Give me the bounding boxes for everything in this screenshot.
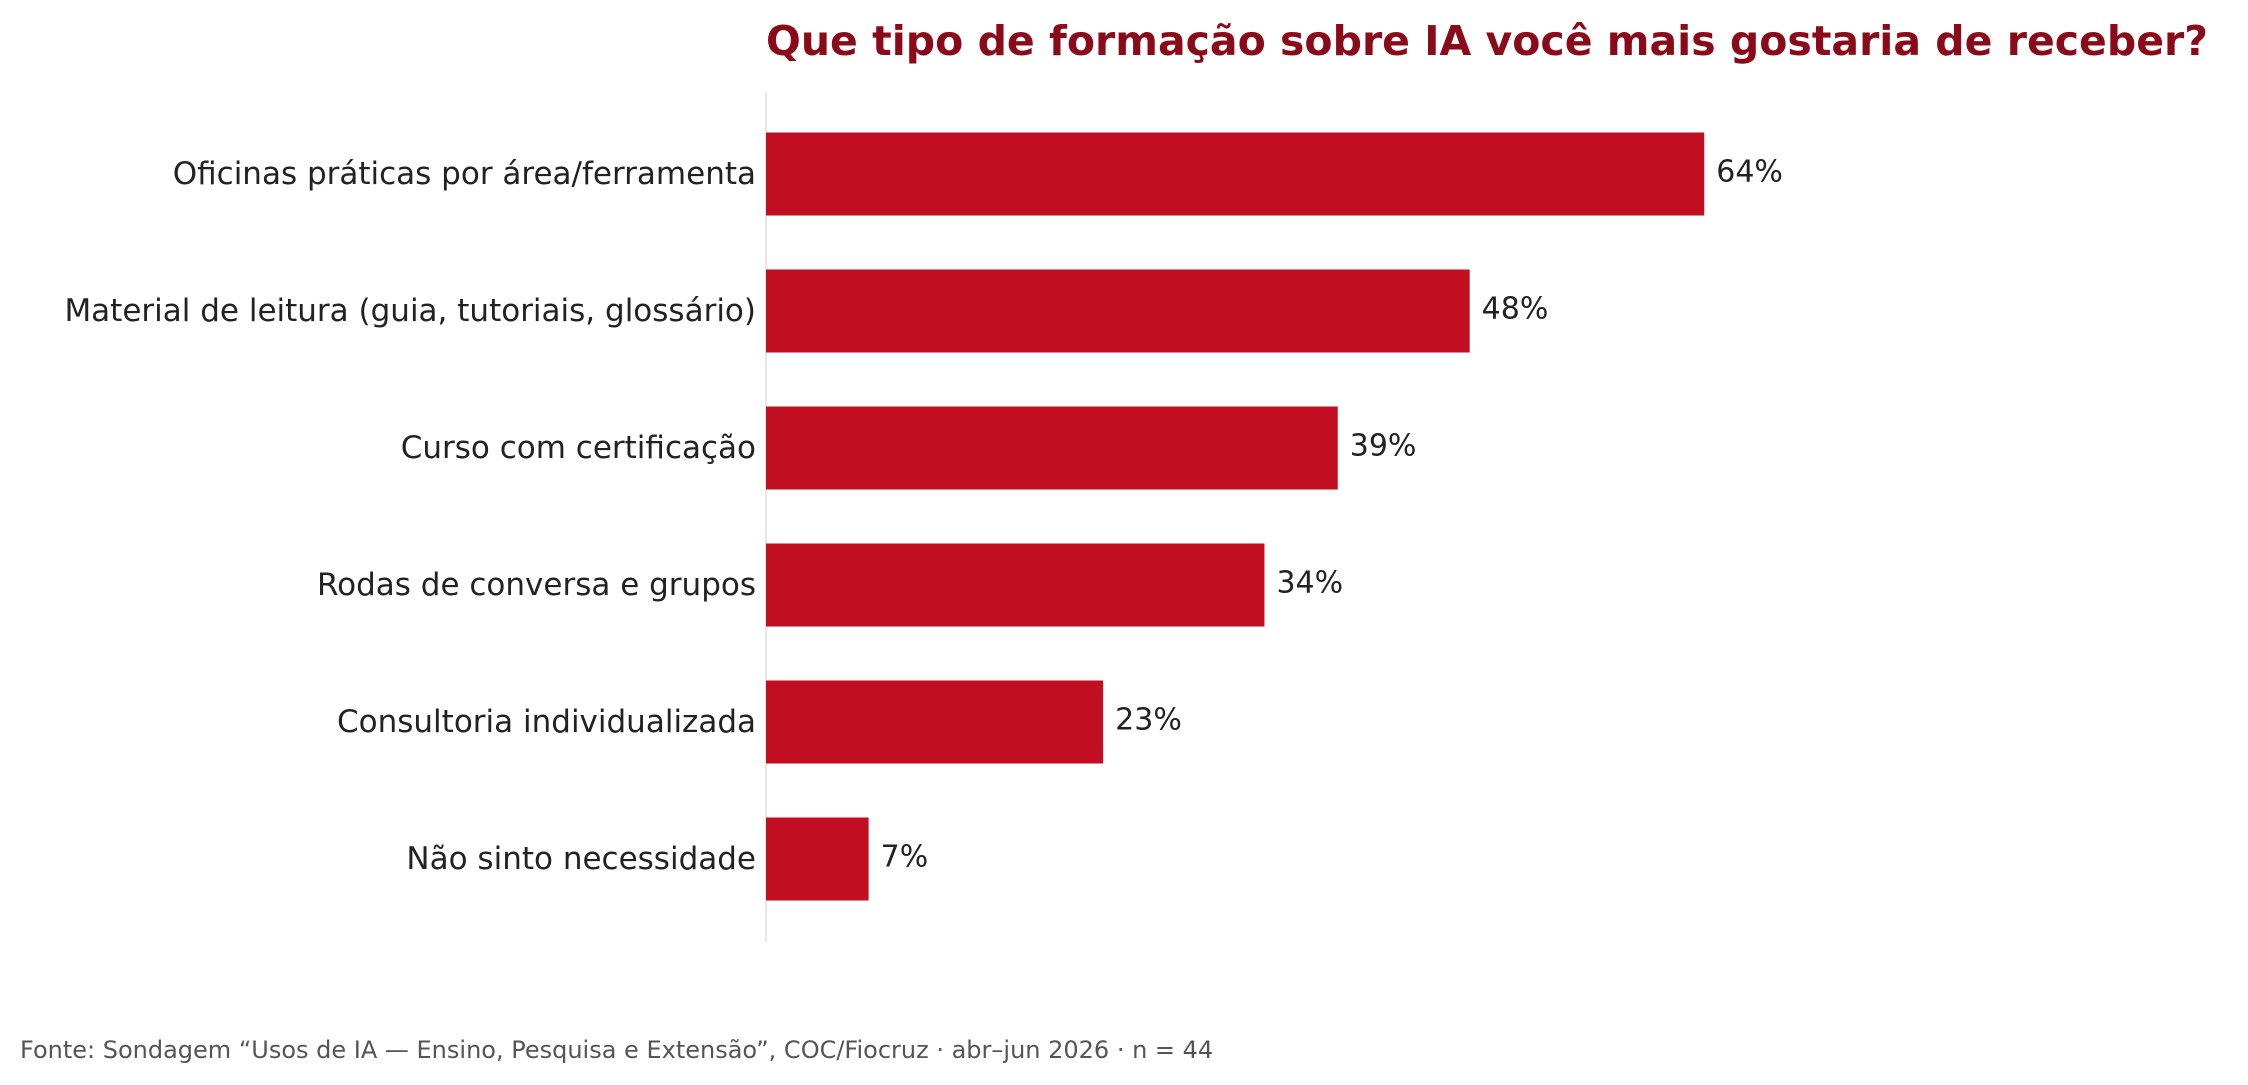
- bar-5: [766, 680, 1104, 764]
- source-note: Fonte: Sondagem “Usos de IA — Ensino, Pe…: [20, 1036, 1214, 1064]
- bar-3: [766, 406, 1338, 490]
- value-label-2: 48%: [1482, 292, 1549, 327]
- category-label-2: Material de leitura (guia, tutoriais, gl…: [64, 293, 756, 329]
- category-label-4: Rodas de conversa e grupos: [317, 567, 756, 603]
- value-label-6: 7%: [881, 840, 929, 875]
- category-label-3: Curso com certificação: [401, 430, 756, 466]
- category-label-1: Oficinas práticas por área/ferramenta: [173, 156, 756, 192]
- value-label-3: 39%: [1350, 429, 1417, 464]
- bar-2: [766, 269, 1470, 353]
- bar-4: [766, 543, 1265, 627]
- bars-group: Oficinas práticas por área/ferramenta 64%…: [64, 132, 1783, 901]
- value-label-1: 64%: [1716, 155, 1783, 190]
- value-label-5: 23%: [1115, 703, 1182, 738]
- category-label-5: Consultoria individualizada: [337, 704, 756, 740]
- bar-6: [766, 817, 869, 901]
- chart-title: Que tipo de formação sobre IA você mais …: [766, 17, 2208, 65]
- value-label-4: 34%: [1276, 566, 1343, 601]
- bar-1: [766, 132, 1705, 216]
- category-label-6: Não sinto necessidade: [406, 841, 756, 877]
